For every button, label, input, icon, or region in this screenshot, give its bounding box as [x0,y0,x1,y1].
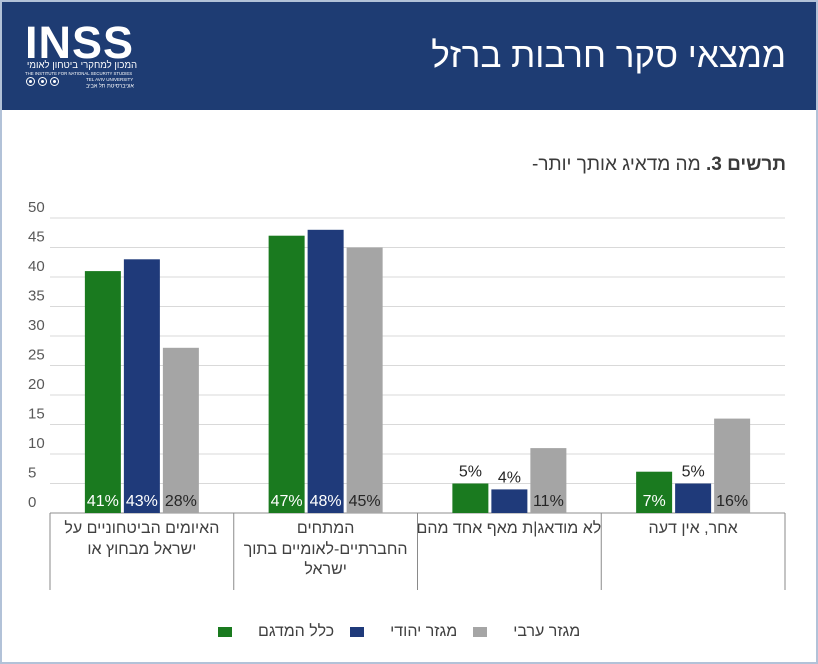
logo-wordmark: INSS [25,17,135,68]
y-tick-label: 5 [28,465,36,482]
circle-emblem-icon [26,77,35,86]
legend-swatch [350,627,365,637]
legend-swatch [218,627,232,637]
page-title: ממצאי סקר חרבות ברזל [431,36,786,75]
y-tick-label: 30 [28,317,45,334]
legend-swatch [473,627,488,637]
logo-name-english: THE INSTITUTE FOR NATIONAL SECURITY STUD… [25,71,133,76]
y-tick-label: 15 [28,406,45,423]
category-label: המתחים החברתיים-לאומיים בתוך ישראל [243,520,408,578]
data-label: 41% [87,493,119,510]
logo-name-hebrew: המכון למחקרי ביטחון לאומי [26,60,138,71]
legend-item: מגזר יהודי [350,622,457,642]
bar [162,347,199,513]
header-bar: INSS המכון למחקרי ביטחון לאומי THE INSTI… [0,0,818,110]
legend: כלל המדגם מגזר יהודי מגזר ערבי [218,622,596,642]
bar [452,483,489,513]
legend-label: מגזר ערבי [513,623,581,640]
university-name-english: TEL AVIV UNIVERSITY [86,77,134,82]
data-label: 5% [682,464,705,481]
circle-emblem-icon [50,77,59,86]
bar [530,448,567,513]
data-label: 5% [459,464,482,481]
y-tick-label: 35 [28,288,45,305]
y-tick-label: 40 [28,258,45,275]
bar [636,471,673,513]
data-label: 48% [310,493,342,510]
chart-question: מה מדאיג אותך יותר- [532,154,701,175]
chart-title: תרשים 3. מה מדאיג אותך יותר- [532,153,786,177]
data-label: 28% [165,493,197,510]
legend-item: מגזר ערבי [473,622,580,642]
data-label: 7% [643,493,666,510]
y-tick-label: 50 [28,199,45,216]
category-label: אחר, אין דעה [648,520,738,537]
data-label: 4% [498,469,521,486]
data-label: 45% [349,493,381,510]
y-tick-label: 45 [28,229,45,246]
bar [307,229,344,514]
bar [346,247,383,513]
y-tick-label: 25 [28,347,45,364]
bar [84,271,121,513]
category-label: לא מודאג|ת מאף אחד מהם [416,520,602,537]
y-tick-label: 10 [28,435,45,452]
bar [268,235,305,513]
inss-logo: INSS המכון למחקרי ביטחון לאומי THE INSTI… [24,0,142,110]
bar [123,259,160,513]
bar [714,418,751,513]
legend-label: כלל המדגם [258,623,335,640]
y-tick-label: 20 [28,376,45,393]
legend-item: כלל המדגם [218,622,334,642]
data-label: 11% [533,493,564,510]
university-name-hebrew: אוניברסיטת תל אביב [86,83,134,90]
legend-label: מגזר יהודי [390,623,458,640]
bar [491,489,528,513]
data-label: 47% [271,493,303,510]
bar [675,483,712,513]
category-label: האיומים הביטחוניים על ישראל מבחוץ או [64,520,220,558]
y-tick-label: 0 [28,494,36,511]
circle-emblem-icon [38,77,47,86]
data-label: 16% [716,493,748,510]
logo-emblems [26,77,59,86]
chart-number: תרשים 3. [705,154,786,175]
data-label: 43% [126,493,158,510]
